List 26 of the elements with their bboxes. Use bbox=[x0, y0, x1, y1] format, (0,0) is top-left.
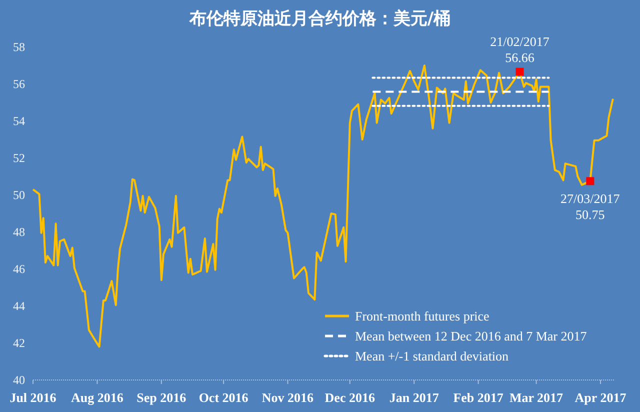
y-tick-label: 56 bbox=[13, 77, 25, 91]
x-tick-label: Mar 2017 bbox=[510, 390, 564, 405]
legend-label: Mean +/-1 standard deviation bbox=[355, 348, 510, 364]
x-tick-label: Oct 2016 bbox=[198, 390, 249, 405]
y-tick-label: 50 bbox=[13, 188, 25, 202]
x-tick-label: Jan 2017 bbox=[389, 390, 440, 405]
y-tick-label: 44 bbox=[13, 299, 25, 313]
y-tick-label: 58 bbox=[13, 40, 25, 54]
x-tick-label: Dec 2016 bbox=[324, 390, 376, 405]
y-tick-label: 42 bbox=[13, 336, 25, 350]
y-tick-label: 40 bbox=[13, 373, 25, 387]
y-tick-label: 52 bbox=[13, 151, 25, 165]
y-tick-label: 46 bbox=[13, 262, 25, 276]
x-tick-label: Aug 2016 bbox=[71, 390, 124, 405]
x-tick-label: Jul 2016 bbox=[10, 390, 57, 405]
annotation: 21/02/2017 56.66 bbox=[490, 34, 550, 65]
y-tick-label: 54 bbox=[13, 114, 25, 128]
x-tick-label: Feb 2017 bbox=[453, 390, 504, 405]
x-tick-label: Apr 2017 bbox=[574, 390, 627, 405]
legend-label: Mean between 12 Dec 2016 and 7 Mar 2017 bbox=[355, 328, 588, 344]
chart-title: 布伦特原油近月合约价格：美元/桶 bbox=[188, 9, 451, 29]
annotation: 27/03/2017 50.75 bbox=[560, 191, 620, 222]
x-tick-label: Sep 2016 bbox=[136, 390, 187, 405]
x-tick-label: Nov 2016 bbox=[262, 390, 314, 405]
legend-label: Front-month futures price bbox=[355, 308, 490, 324]
y-tick-label: 48 bbox=[13, 225, 25, 239]
